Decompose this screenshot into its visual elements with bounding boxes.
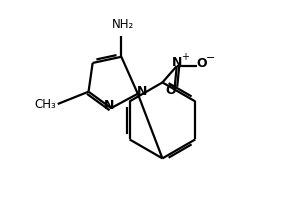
Text: O: O [197, 57, 207, 71]
Text: N: N [172, 56, 182, 69]
Text: O: O [165, 84, 175, 97]
Text: +: + [181, 52, 189, 62]
Text: −: − [206, 53, 215, 63]
Text: N: N [104, 99, 114, 111]
Text: NH₂: NH₂ [112, 19, 135, 31]
Text: CH₃: CH₃ [34, 98, 56, 110]
Text: N: N [137, 85, 147, 98]
